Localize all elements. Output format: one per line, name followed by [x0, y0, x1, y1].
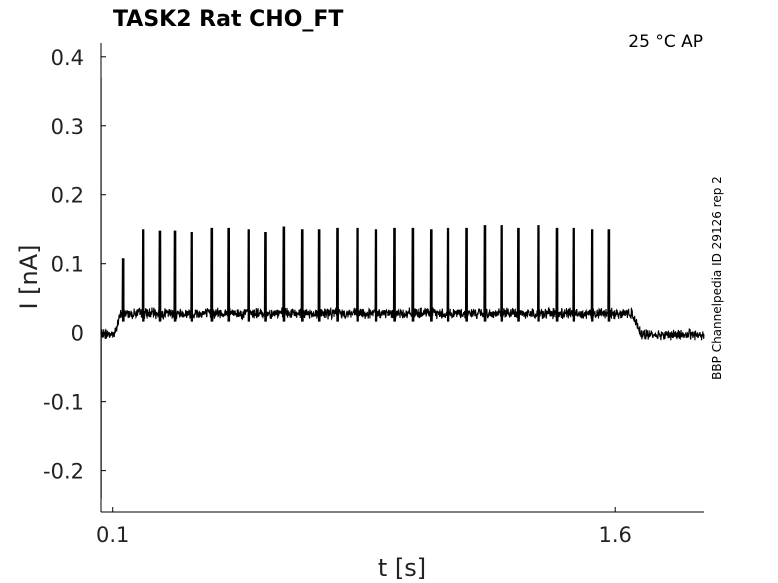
y-tick-label: 0.1: [51, 253, 84, 277]
y-tick-label: -0.1: [43, 391, 84, 415]
y-tick-label: 0.2: [51, 184, 84, 208]
y-tick-label: 0.3: [51, 115, 84, 139]
x-tick-label: 1.6: [599, 523, 632, 547]
channelpedia-id-label: BBP Channelpedia ID 29126 rep 2: [710, 176, 724, 380]
y-tick-label: 0.4: [51, 46, 84, 70]
y-tick-label: -0.2: [43, 460, 84, 484]
chart-title: TASK2 Rat CHO_FT: [113, 7, 343, 32]
y-ticks: 0.4 0.3 0.2 0.1 0 -0.1 -0.2: [43, 46, 106, 484]
current-trace-line: [100, 77, 705, 499]
x-tick-label: 0.1: [96, 523, 129, 547]
y-axis-label: I [nA]: [15, 244, 43, 309]
plot-area: 0.1 1.6 0.4 0.3 0.2 0.1 0 -0.1 -0.2: [43, 43, 705, 547]
y-tick-label: 0: [71, 322, 84, 346]
trace-series: [100, 77, 705, 499]
condition-label: 25 °C AP: [628, 32, 703, 52]
x-ticks: 0.1 1.6: [96, 507, 632, 547]
x-axis-label: t [s]: [378, 554, 426, 582]
